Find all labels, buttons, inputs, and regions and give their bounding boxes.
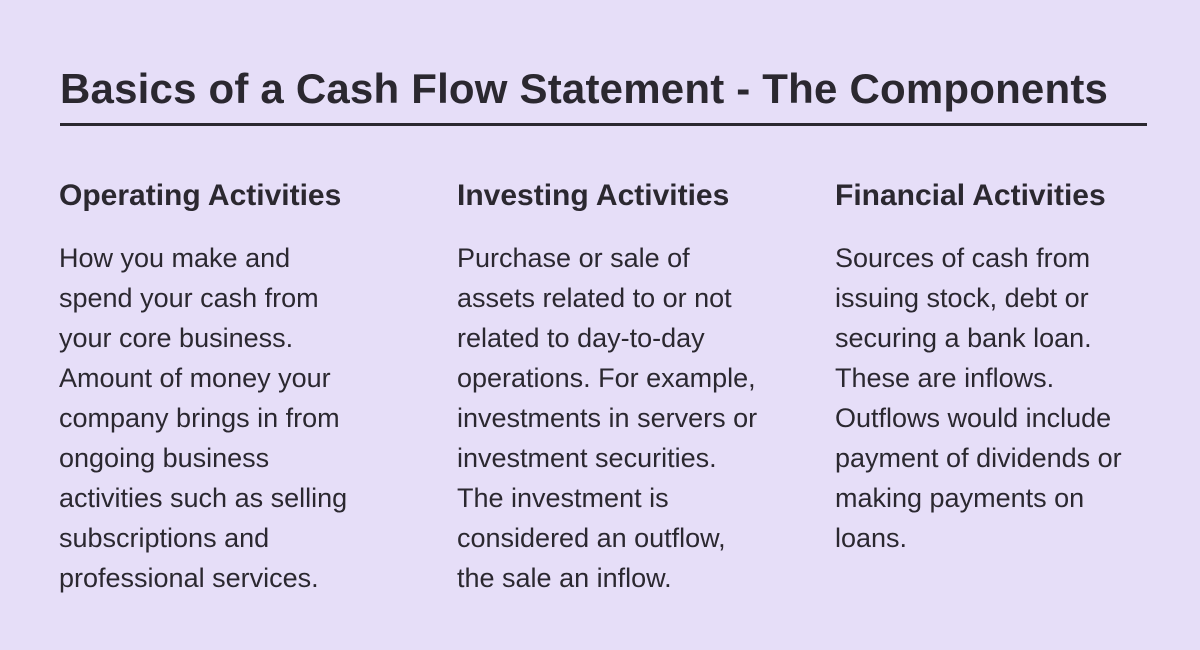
body-line: activities such as selling [59, 483, 348, 513]
body-line: company brings in from [59, 403, 340, 433]
body-line: How you make and [59, 243, 291, 273]
body-line: Sources of cash from [835, 243, 1091, 273]
body-line: professional services. [59, 563, 319, 593]
body-line: investment securities. [457, 443, 717, 473]
financial-activities-column: Financial Activities Sources of cash fro… [835, 178, 1175, 558]
investing-activities-column: Investing Activities Purchase or sale of… [457, 178, 807, 598]
column-heading: Investing Activities [457, 179, 730, 212]
body-line: subscriptions and [59, 523, 270, 553]
page-title: Basics of a Cash Flow Statement - The Co… [60, 65, 1109, 112]
body-line: considered an outflow, [457, 523, 726, 553]
body-line: issuing stock, debt or [835, 283, 1089, 313]
body-line: making payments on [835, 483, 1085, 513]
body-line: The investment is [457, 483, 669, 513]
body-line: spend your cash from [59, 283, 319, 313]
body-line: ongoing business [59, 443, 270, 473]
column-body: How you make and spend your cash from yo… [59, 238, 409, 598]
body-line: related to day-to-day [457, 323, 705, 353]
body-line: operations. For example, [457, 363, 756, 393]
body-line: These are inflows. [835, 363, 1055, 393]
column-body: Sources of cash from issuing stock, debt… [835, 238, 1175, 558]
column-heading: Operating Activities [59, 179, 342, 212]
body-line: Amount of money your [59, 363, 331, 393]
body-line: Outflows would include [835, 403, 1112, 433]
title-divider [60, 123, 1147, 126]
body-line: loans. [835, 523, 908, 553]
column-heading: Financial Activities [835, 179, 1106, 212]
body-line: Purchase or sale of [457, 243, 690, 273]
body-line: your core business. [59, 323, 294, 353]
column-body: Purchase or sale of assets related to or… [457, 238, 807, 598]
body-line: the sale an inflow. [457, 563, 672, 593]
body-line: payment of dividends or [835, 443, 1122, 473]
body-line: investments in servers or [457, 403, 758, 433]
body-line: assets related to or not [457, 283, 732, 313]
operating-activities-column: Operating Activities How you make and sp… [59, 178, 409, 598]
body-line: securing a bank loan. [835, 323, 1092, 353]
